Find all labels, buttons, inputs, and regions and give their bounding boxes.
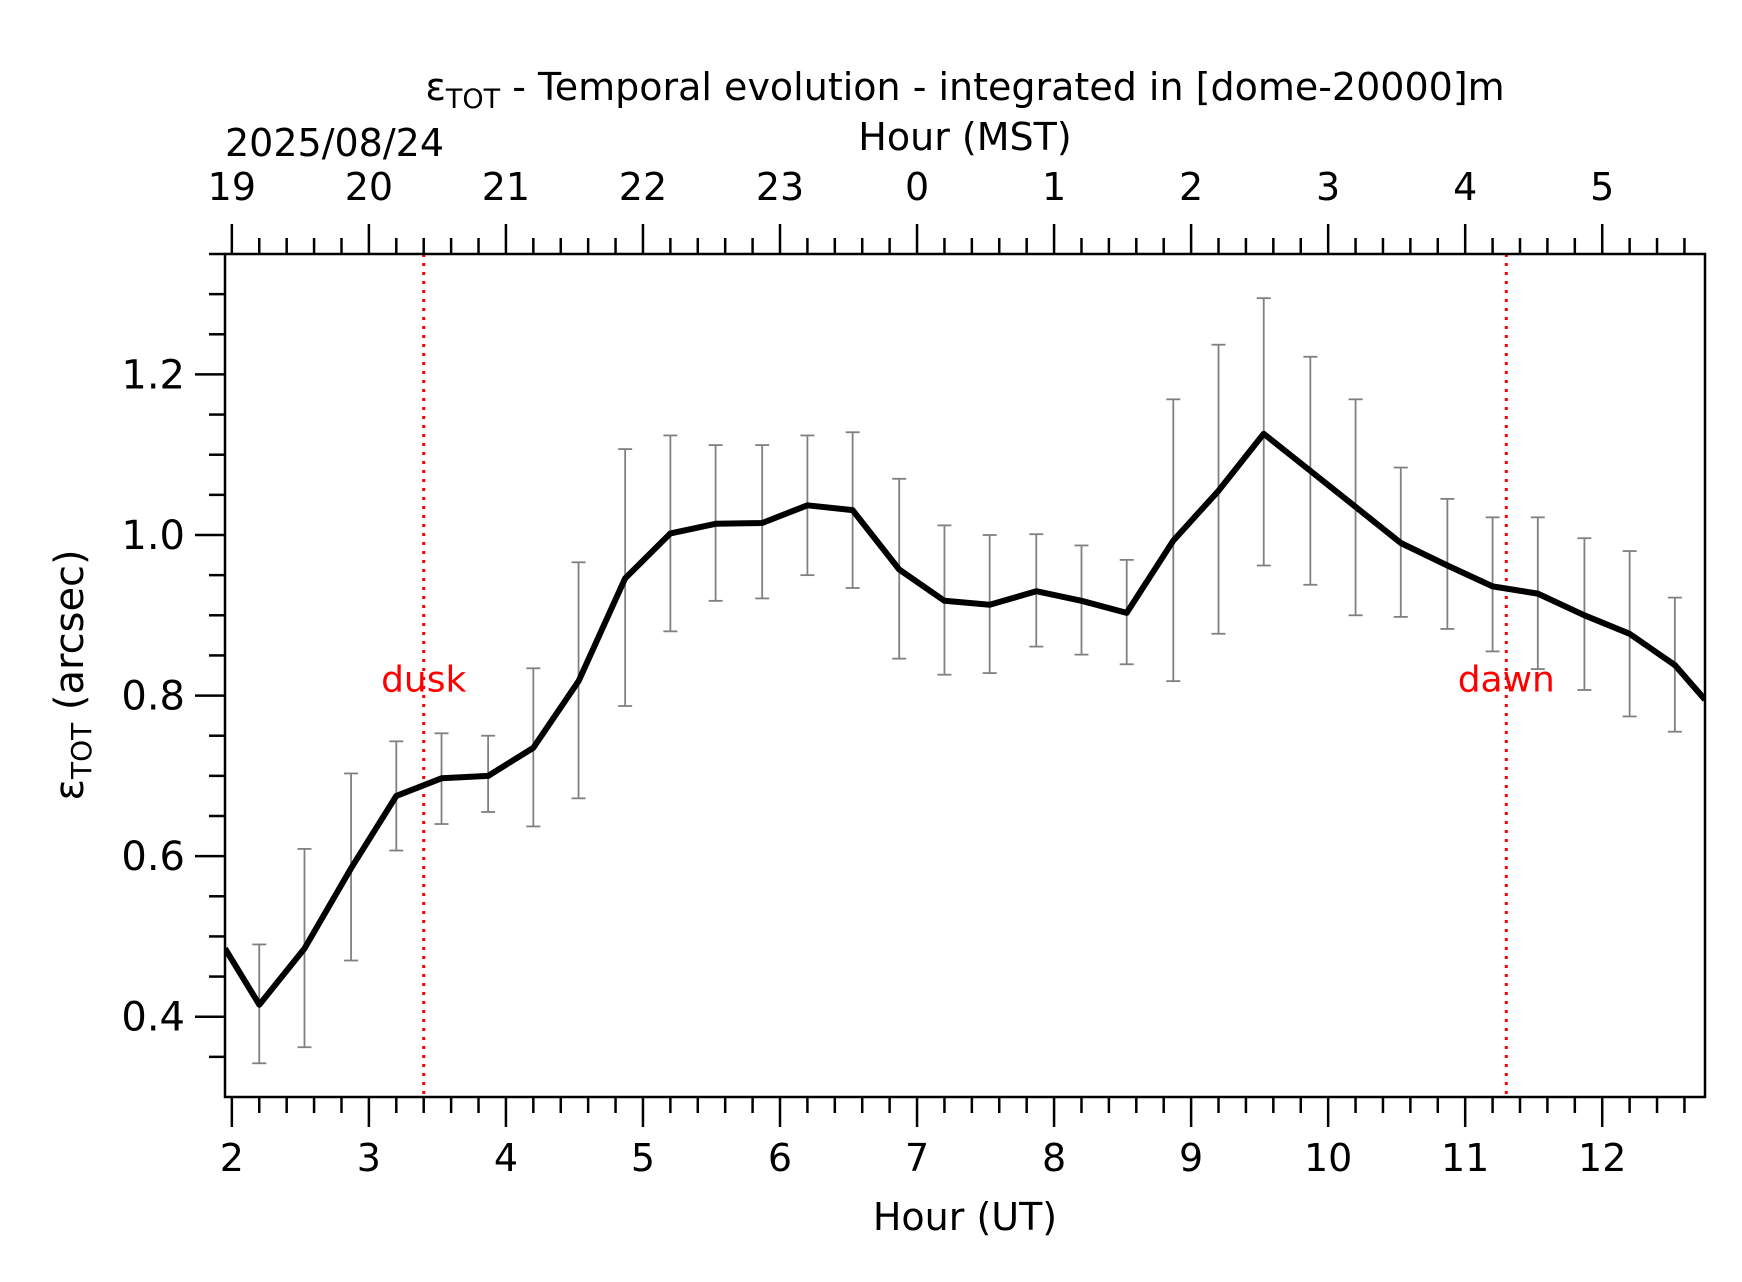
y-tick-label: 0.4 — [121, 995, 185, 1041]
chart-title: εTOT - Temporal evolution - integrated i… — [425, 65, 1504, 115]
top-tick-label: 1 — [1042, 165, 1066, 209]
x-axis-label: Hour (UT) — [873, 1195, 1057, 1239]
x-tick-label: 2 — [220, 1136, 244, 1180]
top-tick-label: 0 — [905, 165, 929, 209]
top-tick-label: 19 — [208, 165, 256, 209]
top-tick-label: 23 — [756, 165, 804, 209]
x-tick-label: 10 — [1304, 1136, 1352, 1180]
x-tick-label: 4 — [494, 1136, 518, 1180]
y-tick-label: 1.0 — [121, 513, 185, 559]
x-tick-label: 11 — [1441, 1136, 1489, 1180]
y-tick-label: 0.8 — [121, 674, 185, 720]
y-axis-ticks: 0.4 0.6 0.8 1.0 1.2 — [121, 252, 225, 1059]
series-line-etot — [225, 430, 1705, 1008]
y-tick-label: 1.2 — [121, 352, 185, 398]
x-tick-label: 7 — [905, 1136, 929, 1180]
top-tick-label: 20 — [345, 165, 393, 209]
x-tick-label: 12 — [1578, 1136, 1626, 1180]
top-tick-label: 3 — [1316, 165, 1340, 209]
top-tick-label: 5 — [1590, 165, 1614, 209]
plot-frame — [223, 252, 1707, 1099]
top-tick-label: 21 — [482, 165, 530, 209]
y-tick-label: 0.6 — [121, 834, 185, 880]
x-tick-label: 3 — [357, 1136, 381, 1180]
x-tick-label: 8 — [1042, 1136, 1066, 1180]
top-tick-label: 4 — [1453, 165, 1477, 209]
marker-label-dusk: dusk — [381, 660, 466, 701]
x-axis-ticks: 2 3 4 5 6 7 8 9 10 11 12 — [220, 1097, 1686, 1180]
marker-label-dawn: dawn — [1458, 660, 1555, 701]
x-tick-label: 5 — [631, 1136, 655, 1180]
date-label: 2025/08/24 — [225, 121, 444, 165]
top-axis-ticks: 19 20 21 22 23 0 1 2 3 4 5 — [208, 165, 1686, 254]
x-tick-label: 9 — [1179, 1136, 1203, 1180]
x-tick-label: 6 — [768, 1136, 792, 1180]
y-axis-label: εTOT (arcsec) — [47, 549, 98, 800]
top-tick-label: 2 — [1179, 165, 1203, 209]
top-axis-label: Hour (MST) — [858, 115, 1071, 159]
top-tick-label: 22 — [619, 165, 667, 209]
event-markers: dusk dawn — [381, 254, 1555, 1097]
